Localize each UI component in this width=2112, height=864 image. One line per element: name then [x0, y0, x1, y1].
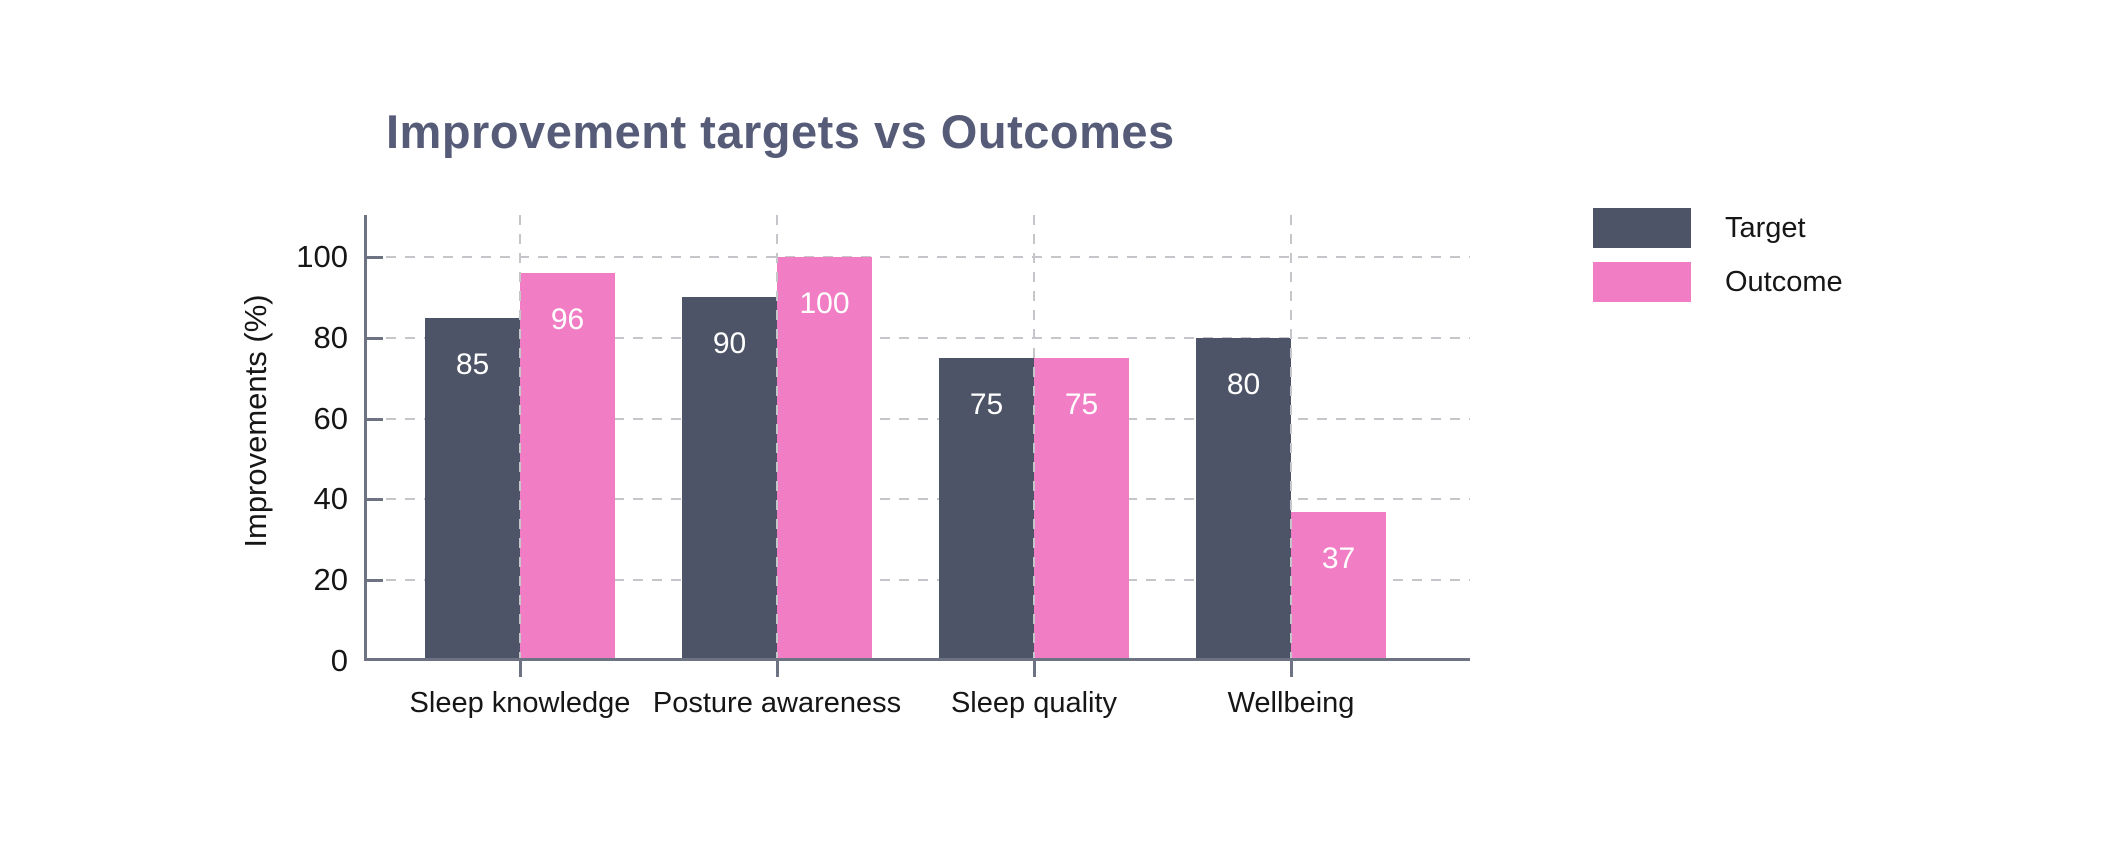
plot-area: Improvements (%) 0 20 40 60 80 100 85 90 75 80 96 1… [238, 215, 1470, 719]
gridline-v-0 [519, 215, 521, 661]
y-tick-100 [367, 256, 383, 259]
gridline-h-60 [367, 417, 1470, 420]
x-axis-line [364, 658, 1470, 661]
x-tick-0 [519, 661, 522, 677]
gridline-v-1 [776, 215, 778, 661]
bar-outcome-3: 37 [1291, 511, 1386, 661]
x-tick-1 [776, 661, 779, 677]
x-tick-2 [1033, 661, 1036, 677]
bar-target-0: 85 [425, 317, 520, 661]
y-tick-40 [367, 498, 383, 502]
bar-value-label: 85 [455, 347, 490, 381]
legend-item-target: Target [1593, 208, 1843, 248]
y-axis-line [364, 215, 367, 661]
y-axis-label: Improvements (%) [238, 294, 273, 548]
bar-value-label: 96 [550, 303, 585, 337]
gridline-v-3 [1290, 215, 1292, 661]
x-axis-category-label: Sleep knowledge [409, 687, 631, 719]
bar-value-label: 37 [1321, 541, 1356, 575]
y-tick-80 [367, 336, 383, 340]
bar-target-2: 75 [939, 358, 1034, 661]
gridline-h-40 [367, 498, 1470, 501]
y-tick-label-60: 60 [313, 400, 348, 436]
legend-swatch-outcome [1593, 262, 1691, 302]
y-tick-label-40: 40 [313, 481, 348, 517]
y-tick-20 [367, 579, 383, 583]
y-tick-label-80: 80 [313, 319, 348, 355]
chart-title: Improvement targets vs Outcomes [386, 105, 1175, 158]
bar-value-label: 100 [799, 287, 850, 320]
y-tick-label-0: 0 [330, 643, 348, 678]
legend-label-outcome: Outcome [1725, 265, 1843, 298]
x-axis-category-label: Sleep quality [950, 687, 1118, 719]
legend-label-target: Target [1725, 211, 1806, 244]
legend: Target Outcome [1593, 208, 1843, 316]
bar-target-1: 90 [682, 297, 777, 661]
bar-outcome-2: 75 [1034, 358, 1129, 661]
bar-value-label: 75 [969, 388, 1004, 421]
y-tick-label-100: 100 [296, 239, 348, 274]
x-axis-category-label: Wellbeing [1227, 687, 1355, 719]
x-tick-3 [1290, 661, 1293, 677]
bar-value-label: 90 [712, 327, 747, 361]
bar-outcome-0: 96 [520, 273, 615, 661]
legend-item-outcome: Outcome [1593, 262, 1843, 302]
bar-outcome-1: 100 [777, 257, 872, 661]
bar-value-label: 80 [1226, 367, 1261, 401]
y-tick-60 [367, 417, 383, 421]
bar-value-label: 75 [1064, 388, 1099, 421]
gridline-h-20 [367, 579, 1470, 582]
y-tick-label-20: 20 [313, 562, 348, 598]
bar-target-3: 80 [1196, 337, 1291, 661]
gridline-v-2 [1033, 215, 1035, 661]
gridline-h-100 [367, 256, 1470, 258]
x-axis-category-label: Posture awareness [652, 687, 902, 719]
legend-swatch-target [1593, 208, 1691, 248]
gridline-h-80 [367, 336, 1470, 339]
